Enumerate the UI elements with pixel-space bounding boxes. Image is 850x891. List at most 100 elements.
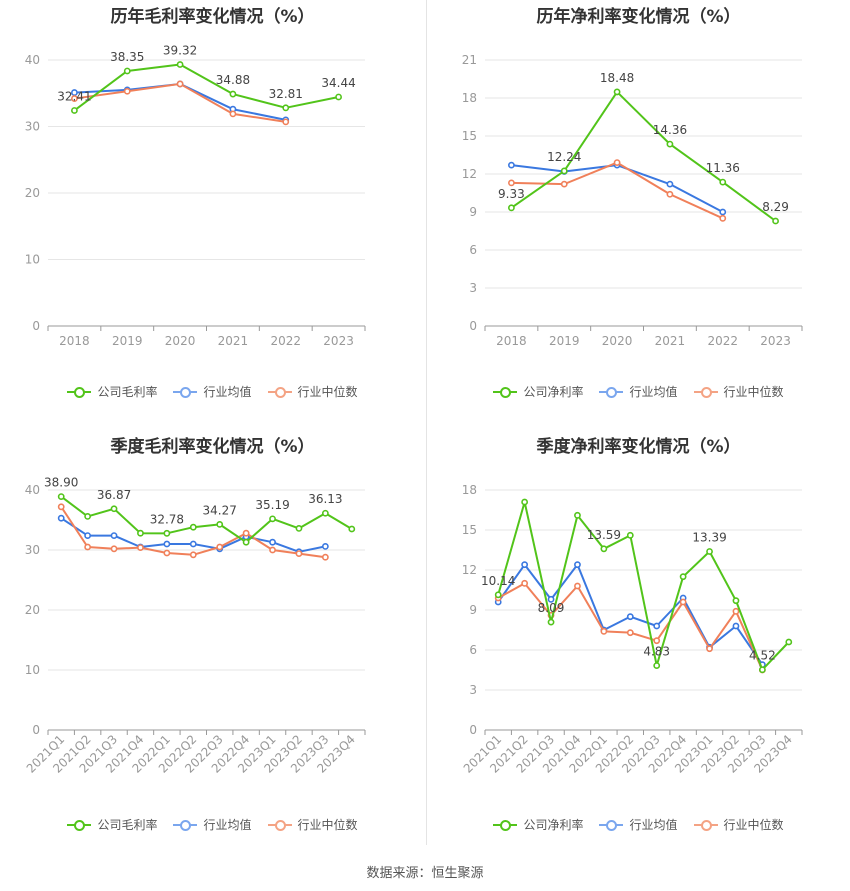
data-point — [110, 505, 118, 513]
data-label: 32.81 — [269, 87, 303, 101]
data-label: 12.24 — [547, 150, 581, 164]
y-tick-label: 3 — [469, 683, 477, 697]
y-tick-label: 12 — [462, 167, 477, 181]
legend-industry-median[interactable]: 行业中位数 — [693, 383, 784, 400]
legend-industry-average[interactable]: 行业均值 — [599, 816, 678, 833]
legend-industry-average[interactable]: 行业均值 — [599, 383, 678, 400]
y-tick-label: 40 — [25, 483, 40, 497]
data-point — [560, 180, 568, 188]
data-point — [719, 208, 727, 216]
data-point — [719, 214, 727, 222]
data-labels: 10.14 8.09 13.59 4.83 13.39 4.52 — [481, 528, 776, 663]
data-label: 32.78 — [150, 512, 184, 526]
series-industry-median — [57, 503, 329, 561]
legend-industry-median[interactable]: 行业中位数 — [267, 816, 358, 833]
data-point — [560, 167, 568, 175]
data-point — [574, 561, 581, 569]
chart-legend: 公司毛利率 行业均值 行业中位数 — [0, 816, 425, 833]
data-point — [57, 493, 65, 500]
data-label: 9.33 — [498, 187, 525, 201]
y-tick-label: 9 — [469, 205, 477, 219]
data-labels: 9.33 12.24 18.48 14.36 11.36 8.29 — [498, 71, 789, 214]
chart-legend: 公司净利率 行业均值 行业中位数 — [427, 383, 850, 400]
data-label: 34.27 — [203, 503, 237, 517]
data-point — [163, 549, 171, 557]
data-point — [679, 573, 687, 581]
data-label: 32.41 — [57, 89, 91, 103]
x-tick-label: 2019 — [549, 334, 580, 348]
y-tick-label: 6 — [469, 643, 477, 657]
x-tick-label: 2020 — [165, 334, 196, 348]
data-point — [653, 637, 661, 645]
chart-title: 历年毛利率变化情况（%） — [110, 7, 315, 27]
data-point — [71, 95, 78, 102]
data-point — [216, 543, 224, 551]
chart-legend: 公司净利率 行业均值 行业中位数 — [427, 816, 850, 833]
y-tick-label: 40 — [25, 53, 40, 67]
series-company — [494, 498, 793, 674]
data-point — [84, 543, 92, 551]
x-tick-label: 2023 — [323, 334, 354, 348]
data-label: 36.87 — [97, 488, 131, 502]
data-point — [71, 107, 78, 114]
data-point — [626, 629, 634, 637]
series-line — [73, 63, 339, 112]
series-line — [74, 82, 286, 123]
data-point — [189, 551, 197, 559]
data-label: 14.36 — [653, 123, 687, 137]
y-tick-label: 20 — [25, 186, 40, 200]
chart-title: 季度毛利率变化情况（%） — [110, 437, 315, 457]
x-axis: 2021Q12021Q22021Q32021Q42022Q12022Q22022… — [24, 730, 366, 776]
data-point — [229, 90, 237, 98]
x-axis: 2018 2019 2020 2021 2022 2023 — [47, 326, 366, 348]
data-point — [282, 118, 290, 126]
series-industry-median — [494, 579, 766, 674]
y-tick-label: 0 — [32, 319, 40, 333]
data-point — [508, 204, 515, 212]
data-label: 11.36 — [706, 161, 740, 175]
data-label: 8.29 — [762, 200, 789, 214]
data-source-note: 数据来源：恒生聚源 — [366, 866, 484, 881]
legend-company[interactable]: 公司毛利率 — [67, 383, 157, 400]
data-point — [706, 548, 713, 555]
series-company — [57, 493, 356, 546]
series-line — [497, 582, 764, 671]
data-point — [772, 217, 779, 225]
legend-company[interactable]: 公司净利率 — [493, 816, 583, 833]
legend-industry-median[interactable]: 行业中位数 — [693, 816, 784, 833]
data-point — [785, 638, 793, 646]
legend-industry-average[interactable]: 行业均值 — [173, 383, 252, 400]
quarterly-net-margin-panel: 季度净利率变化情况（%） 0 3 6 9 12 15 18 2021Q1 2021Q2 2021Q… — [427, 430, 850, 845]
data-point — [521, 561, 529, 569]
y-tick-label: 10 — [25, 663, 40, 677]
data-point — [123, 67, 131, 75]
data-point — [189, 540, 197, 548]
legend-company[interactable]: 公司毛利率 — [67, 816, 157, 833]
gridlines: 0 10 20 30 40 — [25, 483, 365, 737]
data-point — [57, 503, 65, 511]
series-line — [74, 82, 286, 121]
legend-industry-average[interactable]: 行业均值 — [173, 816, 252, 833]
data-label: 10.14 — [481, 574, 515, 588]
data-point — [269, 515, 276, 523]
data-label: 18.48 — [600, 71, 634, 85]
data-point — [110, 545, 118, 553]
x-tick-label: 2022 — [707, 334, 738, 348]
quarterly-gross-margin-panel: 季度毛利率变化情况（%） 0 10 20 30 40 2021Q1 2021Q2 2021Q3… — [0, 430, 425, 845]
data-label: 34.44 — [321, 76, 355, 90]
panel-divider — [426, 0, 427, 845]
data-point — [653, 622, 661, 630]
data-point — [732, 622, 740, 630]
y-tick-label: 15 — [462, 129, 477, 143]
data-label: 39.32 — [163, 44, 197, 58]
legend-company[interactable]: 公司净利率 — [493, 383, 583, 400]
data-label: 34.88 — [216, 73, 250, 87]
data-point — [732, 607, 740, 615]
legend-industry-median[interactable]: 行业中位数 — [267, 383, 358, 400]
data-point — [508, 161, 515, 169]
chart-legend: 公司毛利率 行业均值 行业中位数 — [0, 383, 425, 400]
data-point — [110, 532, 118, 539]
data-label: 4.83 — [643, 645, 670, 659]
data-labels: 32.41 38.35 39.32 34.88 32.81 34.44 — [57, 44, 356, 104]
data-point — [163, 540, 171, 548]
